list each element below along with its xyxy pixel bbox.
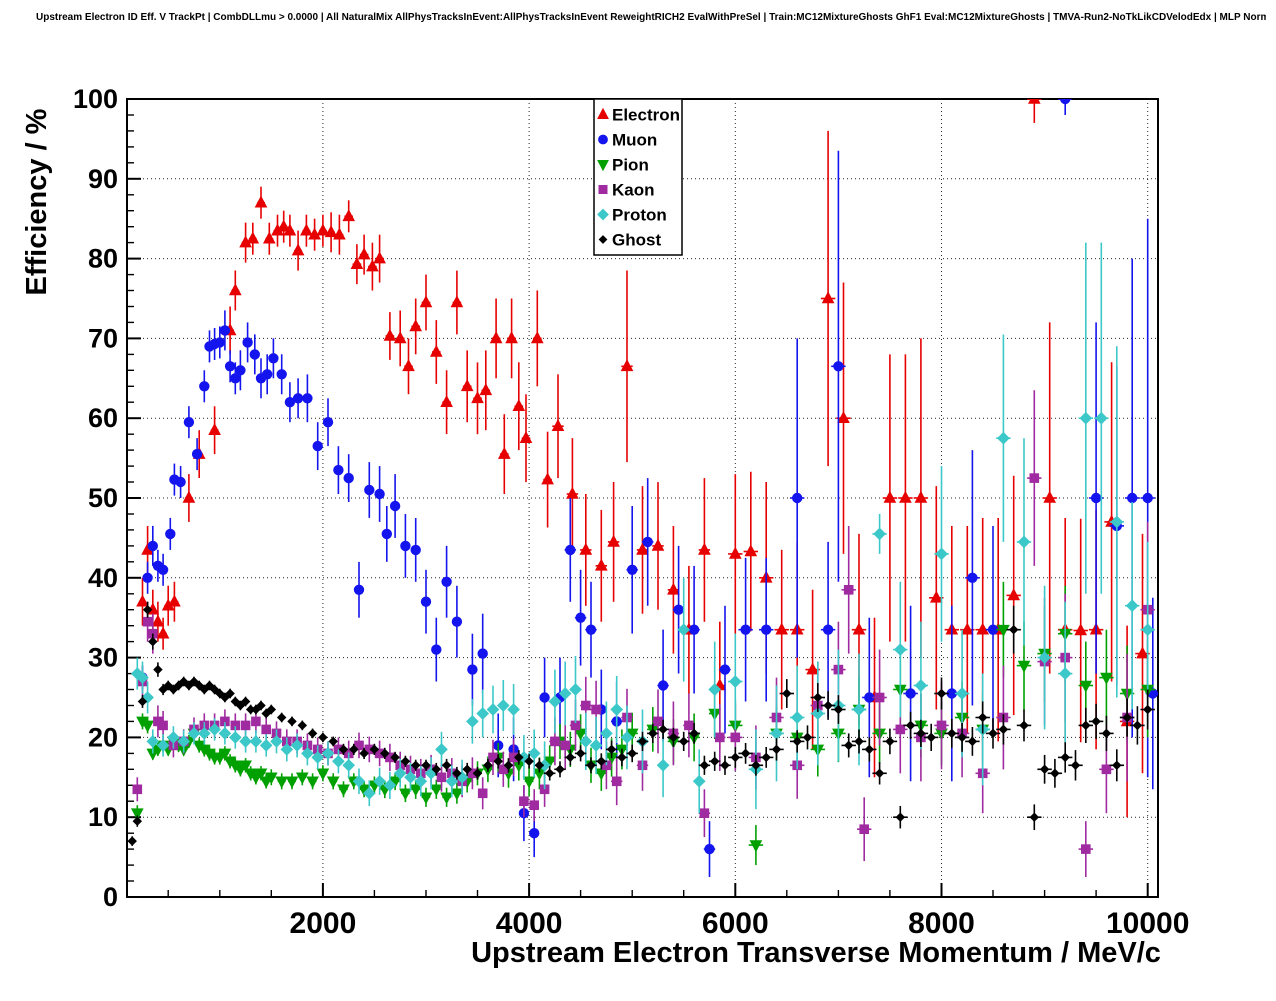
y-tick-label: 90	[88, 164, 118, 194]
legend-entry-proton: Proton	[597, 206, 667, 225]
series-ghost	[127, 601, 1155, 846]
legend-entry-kaon: Kaon	[598, 181, 655, 200]
y-axis-title: Efficiency / %	[21, 108, 53, 295]
y-tick-label: 40	[88, 563, 118, 593]
legend-marker-triangle-up-icon	[597, 107, 609, 119]
legend-label: Kaon	[612, 181, 655, 200]
y-tick-label: 70	[88, 323, 118, 353]
plot-title: Upstream Electron ID Eff. V TrackPt | Co…	[36, 12, 1266, 23]
x-tick-label: 10000	[1106, 907, 1189, 940]
x-tick-label: 8000	[908, 907, 975, 940]
legend-entry-ghost: Ghost	[598, 231, 661, 250]
legend-label: Electron	[612, 106, 680, 125]
y-tick-label: 60	[88, 403, 118, 433]
x-tick-label: 6000	[702, 907, 769, 940]
legend-marker-diamond-icon	[597, 208, 609, 221]
x-tick-label: 2000	[290, 907, 357, 940]
legend-marker-triangle-down-icon	[597, 160, 609, 172]
y-tick-label: 0	[103, 882, 118, 912]
x-axis-title: Upstream Electron Transverse Momentum / …	[471, 937, 1161, 969]
legend-label: Pion	[612, 156, 649, 175]
legend-label: Muon	[612, 131, 657, 150]
legend-marker-square-icon	[598, 184, 608, 194]
series-proton	[130, 242, 1155, 814]
x-tick-label: 4000	[496, 907, 563, 940]
legend-entry-muon: Muon	[598, 131, 657, 150]
y-tick-label: 80	[88, 244, 118, 274]
legend: Electron Muon Pion Kaon Proton Ghost	[593, 98, 683, 256]
y-tick-label: 50	[88, 483, 118, 513]
y-tick-label: 30	[88, 643, 118, 673]
y-tick-label: 100	[73, 84, 118, 114]
legend-label: Ghost	[612, 231, 661, 250]
legend-entry-pion: Pion	[597, 156, 649, 175]
legend-marker-small-diamond-icon	[598, 235, 608, 244]
y-tick-label: 20	[88, 722, 118, 752]
y-tick-label: 10	[88, 802, 118, 832]
series-pion	[130, 581, 1155, 866]
legend-marker-circle-icon	[598, 134, 608, 145]
legend-label: Proton	[612, 206, 667, 225]
legend-entry-electron: Electron	[597, 106, 680, 125]
